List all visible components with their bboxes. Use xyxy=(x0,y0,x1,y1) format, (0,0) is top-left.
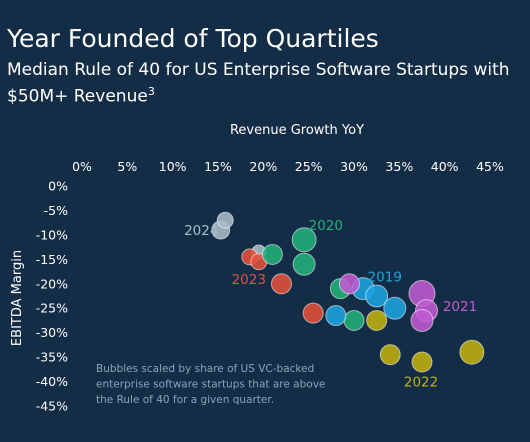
bubble-2021 xyxy=(410,308,434,332)
note-line: enterprise software startups that are ab… xyxy=(96,379,325,391)
y-tick-label: -30% xyxy=(36,325,68,340)
series-label-2024: 2024 xyxy=(184,223,218,239)
series-labels: 2024 2023 2020 2019 2021 2022 xyxy=(184,218,477,390)
y-axis-title: EBITDA Margin xyxy=(10,250,25,346)
subtitle-text: Median Rule of 40 for US Enterprise Soft… xyxy=(7,60,510,107)
series-label-2022: 2022 xyxy=(404,375,438,391)
bubble-2022 xyxy=(366,309,388,331)
y-tick-label: -40% xyxy=(36,374,68,389)
x-tick-label: 20% xyxy=(249,159,277,174)
y-axis-ticks: 0% -5% -10% -15% -20% -25% -30% -35% -40% -45% xyxy=(36,179,68,414)
bubble-2020 xyxy=(292,252,316,276)
y-tick-label: -25% xyxy=(36,301,68,316)
x-tick-label: 5% xyxy=(117,159,137,174)
bubbles-layer xyxy=(211,211,485,373)
note-line: Bubbles scaled by share of US VC-backed xyxy=(96,363,314,375)
bubble-2019 xyxy=(383,296,407,320)
bubble-2022 xyxy=(411,351,433,373)
y-tick-label: -45% xyxy=(36,399,68,414)
x-tick-label: 35% xyxy=(385,159,413,174)
x-tick-label: 40% xyxy=(431,159,459,174)
bubble-2023 xyxy=(270,273,292,295)
x-tick-label: 45% xyxy=(476,159,504,174)
footnote-marker: 3 xyxy=(147,85,155,98)
chart-note: Bubbles scaled by share of US VC-backed e… xyxy=(96,363,325,406)
chart-title: Year Founded of Top Quartiles xyxy=(7,24,379,53)
series-label-2023: 2023 xyxy=(232,272,266,288)
series-label-2019: 2019 xyxy=(368,269,402,285)
y-tick-label: -15% xyxy=(36,252,68,267)
bubble-2023 xyxy=(302,302,324,324)
x-tick-label: 10% xyxy=(159,159,187,174)
series-label-2021: 2021 xyxy=(443,299,477,315)
bubble-2022 xyxy=(379,344,401,366)
x-tick-label: 25% xyxy=(295,159,323,174)
bubble-2019 xyxy=(365,284,389,308)
x-axis-title: Revenue Growth YoY xyxy=(230,123,364,138)
bubble-2020 xyxy=(261,243,283,265)
y-tick-label: -35% xyxy=(36,350,68,365)
y-tick-label: -20% xyxy=(36,276,68,291)
bubble-2024 xyxy=(216,211,234,229)
bubble-2020 xyxy=(343,309,365,331)
bubble-2021 xyxy=(338,273,360,295)
note-line: the Rule of 40 for a given quarter. xyxy=(96,394,274,406)
y-tick-label: -10% xyxy=(36,227,68,242)
x-tick-label: 15% xyxy=(204,159,232,174)
x-tick-label: 30% xyxy=(340,159,368,174)
y-tick-label: -5% xyxy=(44,203,68,218)
y-tick-label: 0% xyxy=(48,179,68,194)
x-axis-ticks: 0% 5% 10% 15% 20% 25% 30% 35% 40% 45% xyxy=(72,159,504,174)
chart-subtitle: Median Rule of 40 for US Enterprise Soft… xyxy=(7,59,527,108)
x-tick-label: 0% xyxy=(72,159,92,174)
bubble-2022 xyxy=(459,339,485,365)
bubble-2019 xyxy=(325,305,347,327)
bubble-2020 xyxy=(291,227,317,253)
series-label-2020: 2020 xyxy=(309,218,343,234)
